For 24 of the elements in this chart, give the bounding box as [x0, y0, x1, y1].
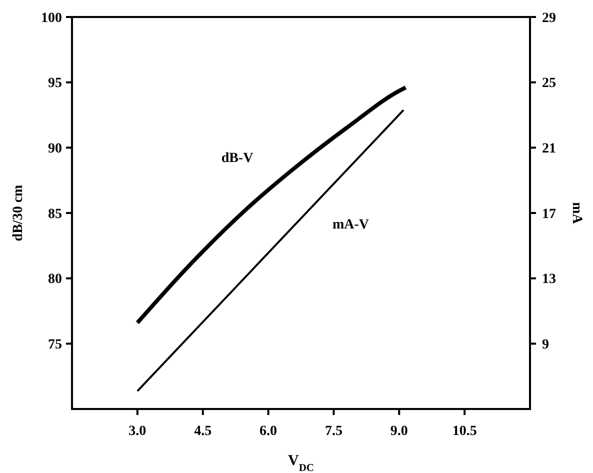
y2-tick-label: 17	[542, 206, 556, 222]
y-tick-label: 75	[48, 338, 62, 353]
y-tick-label: 95	[48, 76, 62, 92]
x-tick-label: 9.0	[390, 424, 408, 439]
x-tick-label: 3.0	[128, 424, 146, 439]
line-series	[135, 86, 408, 325]
y2-tick-label: 9	[542, 338, 549, 353]
x-axis-title: V$_{DC}$	[288, 453, 314, 473]
y-axis-title: dB/30 cm	[11, 184, 26, 242]
x-tick-label: 6.0	[260, 424, 278, 439]
x-tick-label: 7.5	[324, 424, 342, 439]
y2-tick-label: 21	[542, 142, 556, 157]
y-tick-label: 90	[48, 142, 62, 157]
series-label: mA-V	[332, 218, 370, 233]
y2-tick-label: 29	[542, 10, 556, 26]
y2-axis-title: mA	[569, 202, 584, 225]
y-tick-label: 85	[48, 206, 62, 222]
x-tick-label: 4.5	[194, 424, 212, 439]
y-tick-label: 100	[41, 10, 62, 26]
x-tick-label: 10.5	[452, 424, 477, 439]
y2-tick-label: 13	[542, 272, 556, 288]
y2-tick-label: 25	[542, 76, 556, 92]
text: dB-V	[221, 150, 254, 166]
y-tick-label: 80	[48, 272, 62, 288]
